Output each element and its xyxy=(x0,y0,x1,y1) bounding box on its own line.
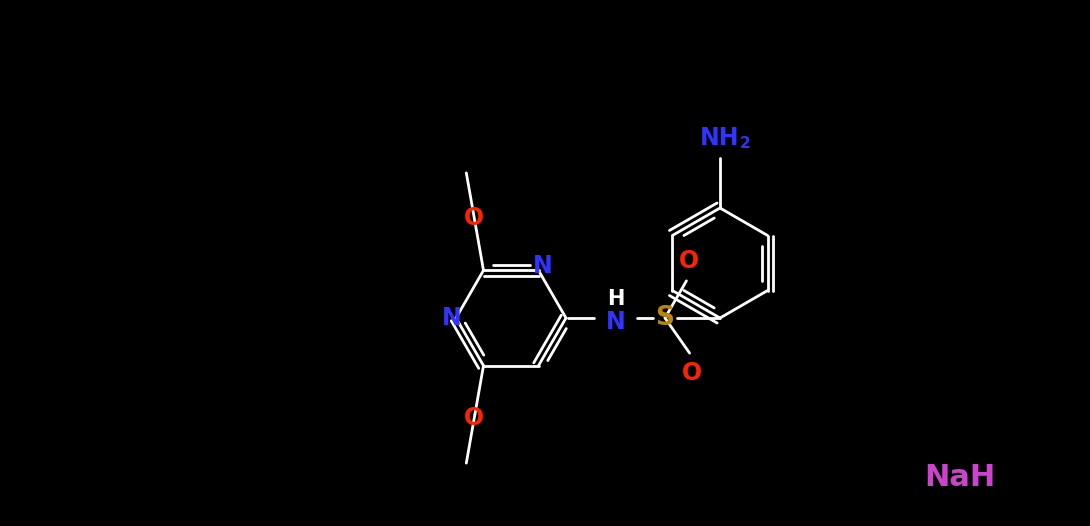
Text: S: S xyxy=(655,305,675,331)
Text: N: N xyxy=(443,306,462,330)
Text: 2: 2 xyxy=(740,137,750,151)
Text: NH: NH xyxy=(700,126,740,150)
Text: O: O xyxy=(464,407,484,430)
Text: N: N xyxy=(606,310,626,334)
Text: O: O xyxy=(464,206,484,230)
Text: O: O xyxy=(678,249,699,273)
Text: O: O xyxy=(681,361,702,385)
Text: NaH: NaH xyxy=(924,463,995,492)
Text: H: H xyxy=(607,289,625,309)
Text: N: N xyxy=(533,255,553,278)
